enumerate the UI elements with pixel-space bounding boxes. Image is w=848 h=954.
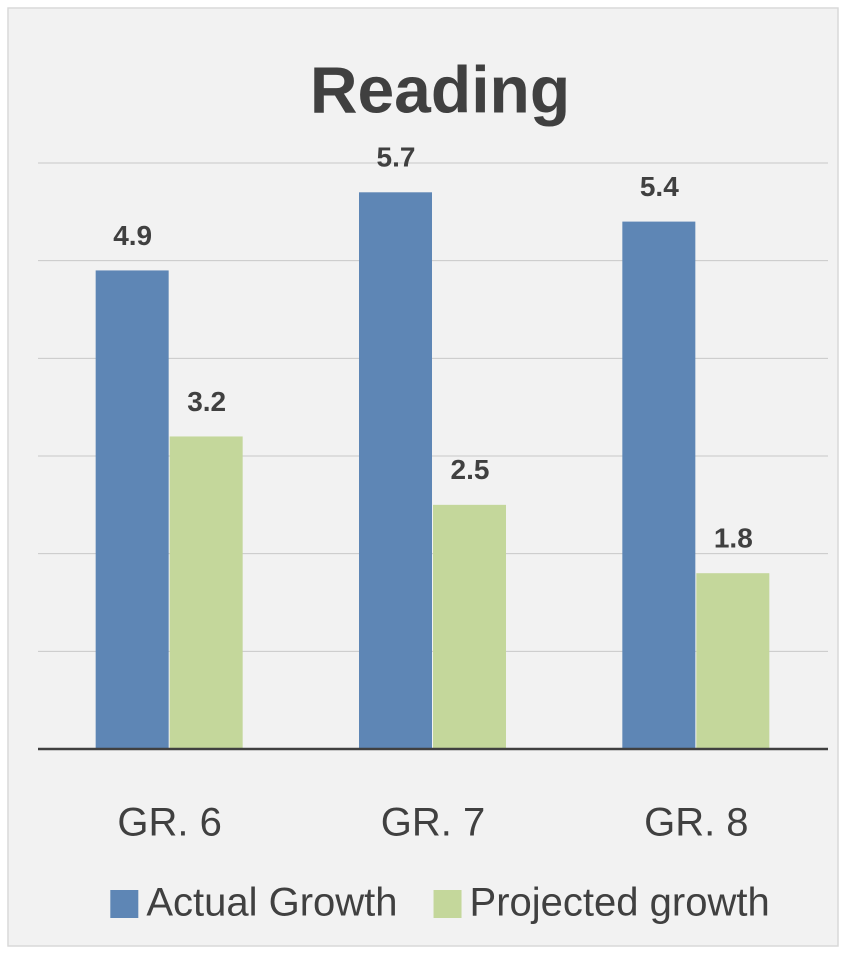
x-tick-label: GR. 7 (381, 801, 485, 845)
bar (95, 270, 169, 749)
bar (359, 192, 432, 750)
legend-label: Projected growth (470, 881, 770, 925)
legend-swatch (110, 890, 139, 918)
bar (169, 436, 243, 749)
value-label: 5.7 (377, 142, 416, 173)
value-label: 2.5 (451, 454, 490, 485)
value-label: 5.4 (640, 171, 679, 202)
value-label: 4.9 (113, 220, 152, 251)
x-tick-label: GR. 8 (644, 801, 748, 845)
value-label: 1.8 (714, 523, 753, 554)
x-tick-label: GR. 6 (117, 801, 221, 845)
chart-title: Reading (310, 52, 570, 126)
legend-label: Actual Growth (146, 881, 397, 925)
bar (433, 504, 506, 749)
legend-swatch (433, 890, 462, 918)
bar (622, 221, 696, 750)
value-label: 3.2 (187, 386, 226, 417)
bar (696, 573, 770, 749)
